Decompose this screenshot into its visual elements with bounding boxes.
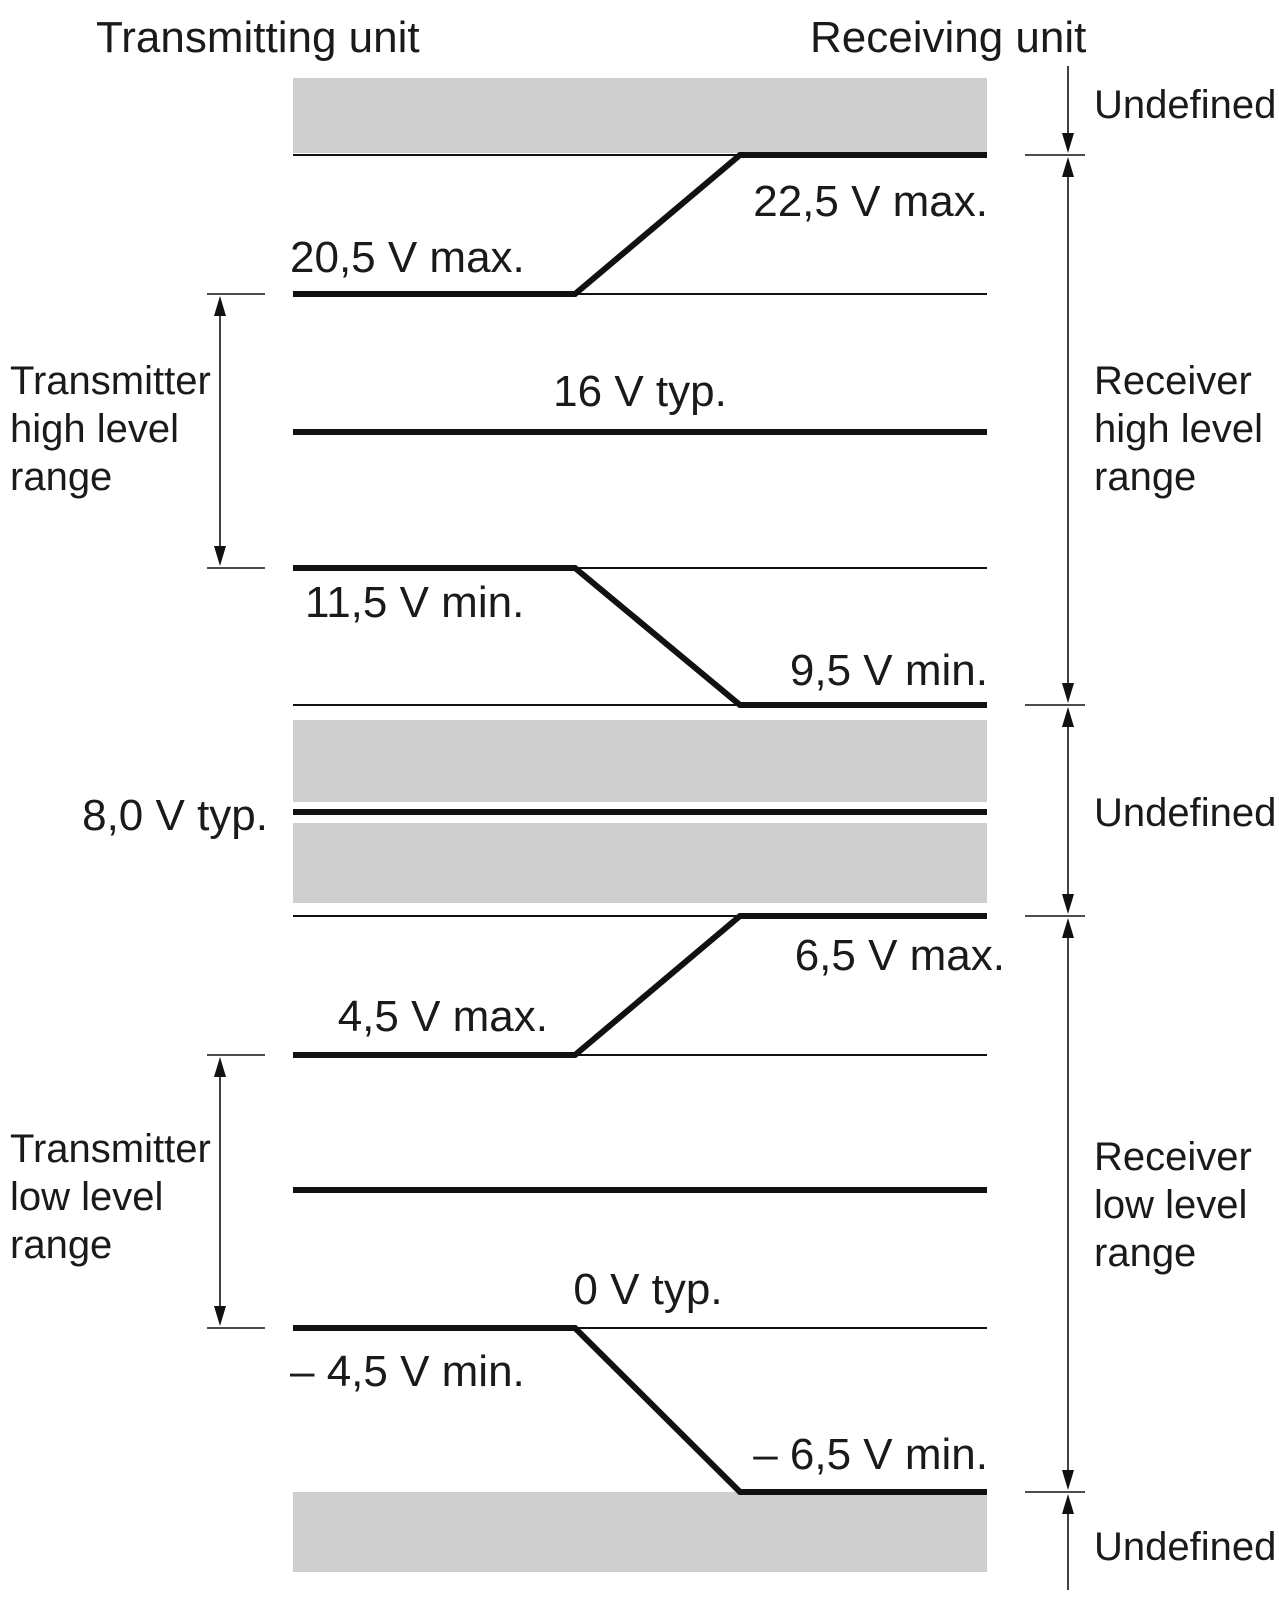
receiving-unit-header: Receiving unit: [810, 13, 1086, 62]
rx-high-range-arrow-down: [1062, 683, 1074, 703]
rx-high-range-label-line2: high level: [1094, 407, 1263, 451]
rx-undefined-top-arrow: [1062, 133, 1074, 153]
rx-low-min-label: – 6,5 V min.: [753, 1430, 988, 1479]
undefined-band-bottom: [293, 1492, 987, 1572]
tx-high-range-arrow-down: [214, 546, 226, 566]
tx-high-range-label-line3: range: [10, 455, 112, 499]
rx-undefined-bottom-arrow: [1062, 1494, 1074, 1514]
tx-low-range-label-line2: low level: [10, 1175, 163, 1219]
rx-high-range-label-line1: Receiver: [1094, 359, 1252, 403]
tx-high-range-label-line1: Transmitter: [10, 359, 211, 403]
rx-high-max-label: 22,5 V max.: [753, 177, 988, 226]
rx-low-range-label-line2: low level: [1094, 1183, 1247, 1227]
rx-high-min-label: 9,5 V min.: [790, 646, 988, 695]
rx-high-range-label-line3: range: [1094, 455, 1196, 499]
tx-low-range-arrow-down: [214, 1306, 226, 1326]
tx-high-range-arrow-up: [214, 296, 226, 316]
rx-low-range-arrow-up: [1062, 918, 1074, 938]
undefined-band-top: [293, 78, 987, 153]
low-max-transition: [293, 913, 987, 1058]
high-typ-label: 16 V typ.: [553, 367, 727, 416]
rx-low-range-label-line1: Receiver: [1094, 1135, 1252, 1179]
low-min-transition: [293, 1325, 987, 1495]
tx-low-range-arrow-up: [214, 1057, 226, 1077]
transmitting-unit-header: Transmitting unit: [96, 13, 420, 62]
rx-high-range-arrow-up: [1062, 157, 1074, 177]
rx-low-range-label-line3: range: [1094, 1231, 1196, 1275]
rx-undefined-mid-arrow-down: [1062, 894, 1074, 914]
tx-high-max-label: 20,5 V max.: [290, 233, 525, 282]
undefined-mid-label: Undefined: [1094, 791, 1276, 835]
high-max-transition: [293, 152, 987, 297]
rx-undefined-mid-arrow-up: [1062, 707, 1074, 727]
tx-high-range-label-line2: high level: [10, 407, 179, 451]
rx-low-max-label: 6,5 V max.: [795, 931, 1005, 980]
tx-low-min-label: – 4,5 V min.: [290, 1347, 525, 1396]
undefined-band-mid-lower: [293, 823, 987, 903]
tx-low-max-label: 4,5 V max.: [338, 992, 548, 1041]
mid-typ-label: 8,0 V typ.: [82, 791, 268, 840]
tx-low-range-label-line3: range: [10, 1223, 112, 1267]
undefined-top-label: Undefined: [1094, 83, 1276, 127]
undefined-band-mid-upper: [293, 720, 987, 802]
undefined-bottom-label: Undefined: [1094, 1525, 1276, 1569]
tx-high-min-label: 11,5 V min.: [305, 578, 524, 627]
high-min-transition: [293, 565, 987, 708]
rx-low-range-arrow-down: [1062, 1470, 1074, 1490]
tx-low-range-label-line1: Transmitter: [10, 1127, 211, 1171]
low-typ-label: 0 V typ.: [573, 1265, 722, 1314]
